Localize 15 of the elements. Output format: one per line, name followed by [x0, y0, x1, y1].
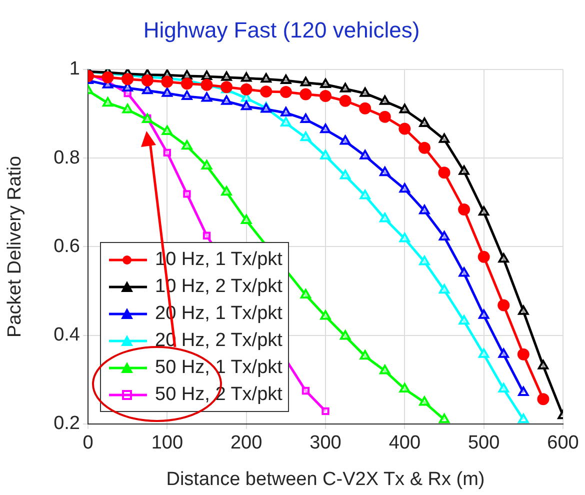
x-tick-label: 600 — [547, 432, 579, 454]
y-tick-label: 0.8 — [54, 147, 80, 168]
x-tick-label: 200 — [230, 432, 262, 454]
x-axis-title: Distance between C-V2X Tx & Rx (m) — [166, 468, 485, 490]
x-tick-label: 500 — [468, 432, 500, 454]
chart-title: Highway Fast (120 vehicles) — [143, 17, 420, 42]
x-tick-label: 0 — [82, 432, 94, 454]
x-tick-label: 100 — [151, 432, 184, 454]
y-tick-label: 1 — [69, 58, 80, 80]
y-axis-title: Packet Delivery Ratio — [4, 156, 26, 338]
x-tick-label: 300 — [310, 432, 342, 454]
y-tick-label: 0.4 — [54, 324, 80, 346]
y-tick-label: 0.2 — [54, 413, 80, 434]
x-tick-label: 400 — [388, 432, 421, 454]
y-tick-label: 0.6 — [54, 236, 80, 257]
